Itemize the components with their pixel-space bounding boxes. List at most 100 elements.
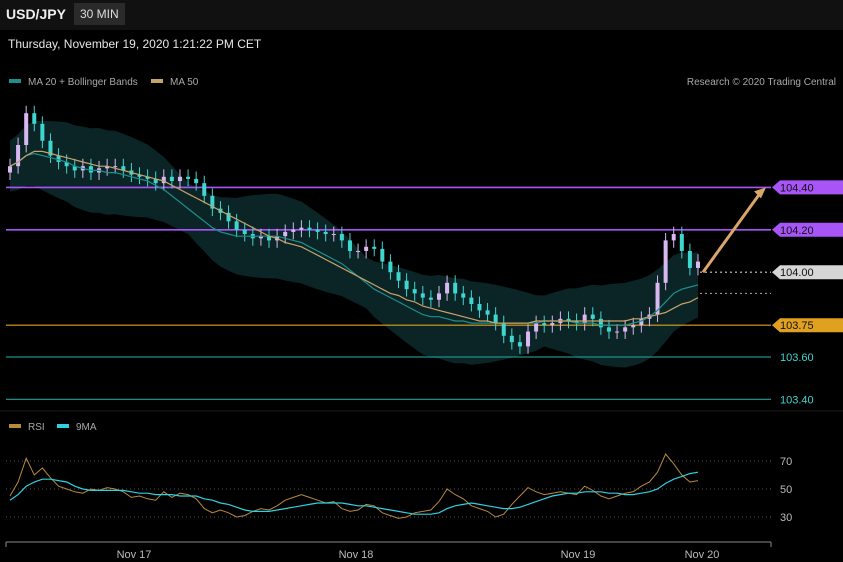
candle-body	[388, 261, 393, 273]
candle-body	[16, 145, 21, 167]
ma50-legend-swatch	[151, 79, 163, 83]
candle-body	[177, 176, 182, 182]
level-label: 104.00	[780, 267, 814, 279]
candle-body	[145, 176, 150, 179]
candle-body	[655, 282, 660, 315]
candle-body	[380, 248, 385, 262]
candle-body	[283, 231, 288, 237]
bollinger-band-area	[10, 120, 698, 368]
candle-body	[436, 293, 441, 300]
candle-body	[566, 318, 571, 321]
toolbar: USD/JPY 30 MIN	[0, 0, 843, 30]
x-tick-label: Nov 20	[685, 549, 720, 561]
level-tag	[772, 180, 843, 195]
level-label: 103.75	[780, 320, 814, 332]
candle-body	[526, 331, 531, 347]
candle-body	[509, 335, 514, 343]
candle-body	[121, 166, 126, 171]
timeframe-button[interactable]: 30 MIN	[74, 3, 125, 25]
candle-body	[356, 251, 361, 252]
symbol-label: USD/JPY	[6, 6, 66, 22]
level-label: 104.20	[780, 225, 814, 237]
candle-body	[331, 234, 336, 236]
candle-body	[72, 166, 77, 171]
candle-body	[372, 246, 377, 249]
candle-body	[396, 272, 401, 281]
level-tag	[772, 222, 843, 237]
bollinger-bands	[10, 120, 698, 368]
candle-body	[550, 323, 555, 326]
candle-body	[347, 240, 352, 251]
rsi-tick-label: 70	[780, 456, 792, 468]
candle-body	[485, 310, 490, 315]
candle-body	[534, 323, 539, 332]
candle-body	[315, 229, 320, 232]
candle-body	[696, 261, 700, 268]
candle-body	[542, 323, 547, 326]
candle-body	[428, 297, 433, 300]
price-legend: MA 20 + Bollinger Bands MA 50 Research ©…	[9, 77, 836, 88]
ma50-legend-label: MA 50	[170, 77, 199, 88]
x-axis: Nov 17 Nov 18 Nov 19 Nov 20	[5, 541, 772, 561]
level-tag	[772, 318, 843, 333]
x-tick-label: Nov 17	[117, 549, 152, 561]
chart-timestamp: Thursday, November 19, 2020 1:21:22 PM C…	[8, 37, 262, 51]
candle-body	[24, 113, 29, 145]
candle-body	[445, 282, 450, 294]
candle-body	[291, 229, 296, 232]
candle-body	[623, 327, 628, 332]
candle-body	[663, 240, 668, 283]
candle-body	[137, 174, 142, 177]
rsi-tick-label: 50	[780, 484, 792, 496]
candle-body	[412, 289, 417, 294]
rsi-ma-line	[9, 471, 699, 515]
candle-body	[113, 166, 118, 168]
candle-body	[671, 234, 676, 241]
candle-body	[186, 176, 191, 179]
candle-body	[299, 227, 304, 230]
candle-body	[161, 176, 166, 184]
key-level-lines	[6, 186, 771, 400]
rsi-tick-label: 30	[780, 512, 792, 524]
rsi-legend: RSI 9MA	[9, 422, 97, 433]
moving-averages	[9, 150, 699, 326]
level-tag	[772, 265, 843, 280]
candle-body	[420, 293, 425, 298]
ma50-line	[9, 150, 699, 324]
forecast-arrow-shaft	[701, 192, 762, 274]
level-labels: 104.40 104.20 104.00 103.75 103.60 103.40	[772, 180, 843, 406]
level-label: 103.40	[780, 394, 814, 406]
candle-body	[202, 183, 207, 196]
rsi-ma-legend-swatch	[57, 424, 69, 428]
candle-body	[105, 166, 110, 169]
forecast-arrow-head	[754, 187, 766, 199]
candle-body	[32, 113, 37, 124]
candle-body	[501, 323, 506, 336]
candle-body	[493, 314, 498, 324]
candle-body	[194, 178, 199, 184]
candle-body	[404, 280, 409, 290]
candle-body	[242, 229, 247, 235]
candle-body	[631, 325, 636, 328]
candle-body	[267, 236, 272, 241]
candlesticks	[8, 105, 700, 354]
rsi-line	[9, 453, 699, 519]
candle-body	[469, 297, 474, 304]
candle-body	[639, 318, 644, 326]
candle-body	[88, 166, 93, 173]
rsi-legend-label: RSI	[28, 422, 45, 433]
x-tick-label: Nov 18	[339, 549, 374, 561]
candle-body	[453, 282, 458, 294]
candle-body	[56, 155, 61, 162]
ma20-legend-swatch	[9, 79, 21, 83]
candle-body	[687, 251, 692, 268]
candle-body	[64, 161, 69, 167]
candle-body	[364, 246, 369, 251]
candle-body	[598, 318, 603, 328]
ma20-line	[9, 152, 699, 326]
candle-body	[339, 234, 344, 241]
candle-body	[582, 314, 587, 324]
candle-body	[40, 123, 45, 141]
forecast-arrow	[701, 187, 766, 274]
